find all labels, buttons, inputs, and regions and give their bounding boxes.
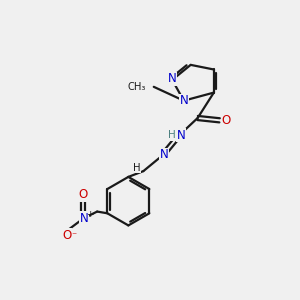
Text: N: N	[80, 212, 89, 225]
Text: N: N	[179, 94, 188, 107]
Text: H: H	[168, 130, 176, 140]
Text: N: N	[160, 148, 169, 161]
Text: O: O	[221, 114, 231, 127]
Text: N: N	[177, 129, 185, 142]
Text: O: O	[62, 229, 72, 242]
Text: N: N	[168, 72, 177, 85]
Text: O: O	[79, 188, 88, 201]
Text: H: H	[133, 163, 140, 173]
Text: +: +	[86, 210, 94, 219]
Text: CH₃: CH₃	[128, 82, 146, 92]
Text: ⁻: ⁻	[71, 231, 76, 241]
